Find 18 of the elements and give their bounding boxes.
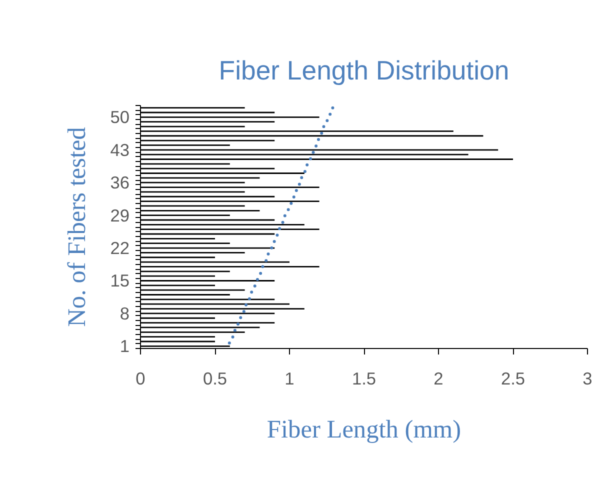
x-tick-label: 2.5 — [500, 368, 526, 388]
x-tick-label: 1.5 — [352, 368, 376, 388]
y-tick-label: 43 — [110, 140, 130, 160]
x-tick-label: 0.5 — [202, 368, 228, 388]
y-tick-label: 50 — [110, 107, 130, 128]
x-tick-label: 1 — [284, 368, 294, 388]
x-tick-label: 0 — [136, 368, 146, 388]
x-tick-label: 2 — [434, 368, 444, 388]
chart-title: Fiber Length Distribution — [218, 56, 510, 86]
y-axis-title: No. of Fibers tested — [63, 126, 92, 327]
y-tick-label: 8 — [120, 303, 130, 324]
y-tick-label: 29 — [110, 205, 130, 226]
x-axis-title: Fiber Length (mm) — [266, 416, 462, 444]
y-tick-label: 15 — [110, 270, 130, 291]
y-tick-label: 36 — [110, 172, 130, 193]
y-tick-label: 22 — [110, 238, 130, 258]
y-tick-label: 1 — [120, 336, 130, 356]
x-tick-label: 3 — [582, 368, 592, 388]
